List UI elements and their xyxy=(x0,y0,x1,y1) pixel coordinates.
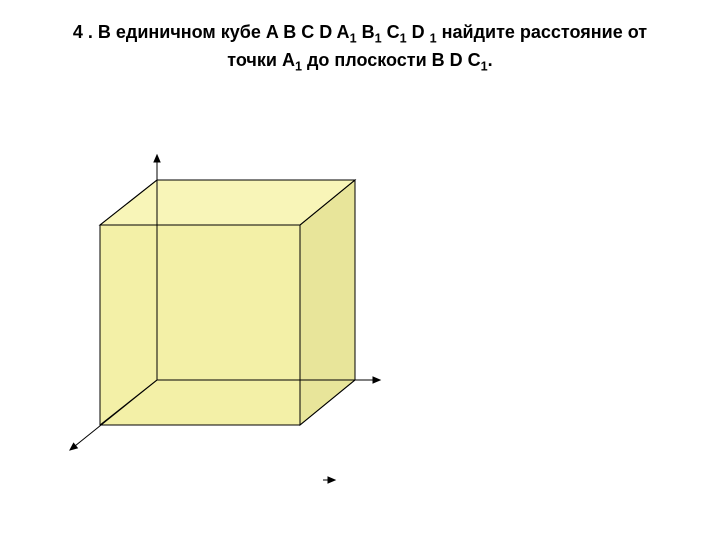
title-line-2: точки A1 до плоскости В D C1. xyxy=(227,50,492,70)
cube-diagram xyxy=(30,90,400,490)
cube-faces xyxy=(100,180,355,425)
problem-title: 4 . В единичном кубе A B C D A1 B1 C1 D … xyxy=(0,20,720,75)
title-line-1: 4 . В единичном кубе A B C D A1 B1 C1 D … xyxy=(73,22,647,42)
